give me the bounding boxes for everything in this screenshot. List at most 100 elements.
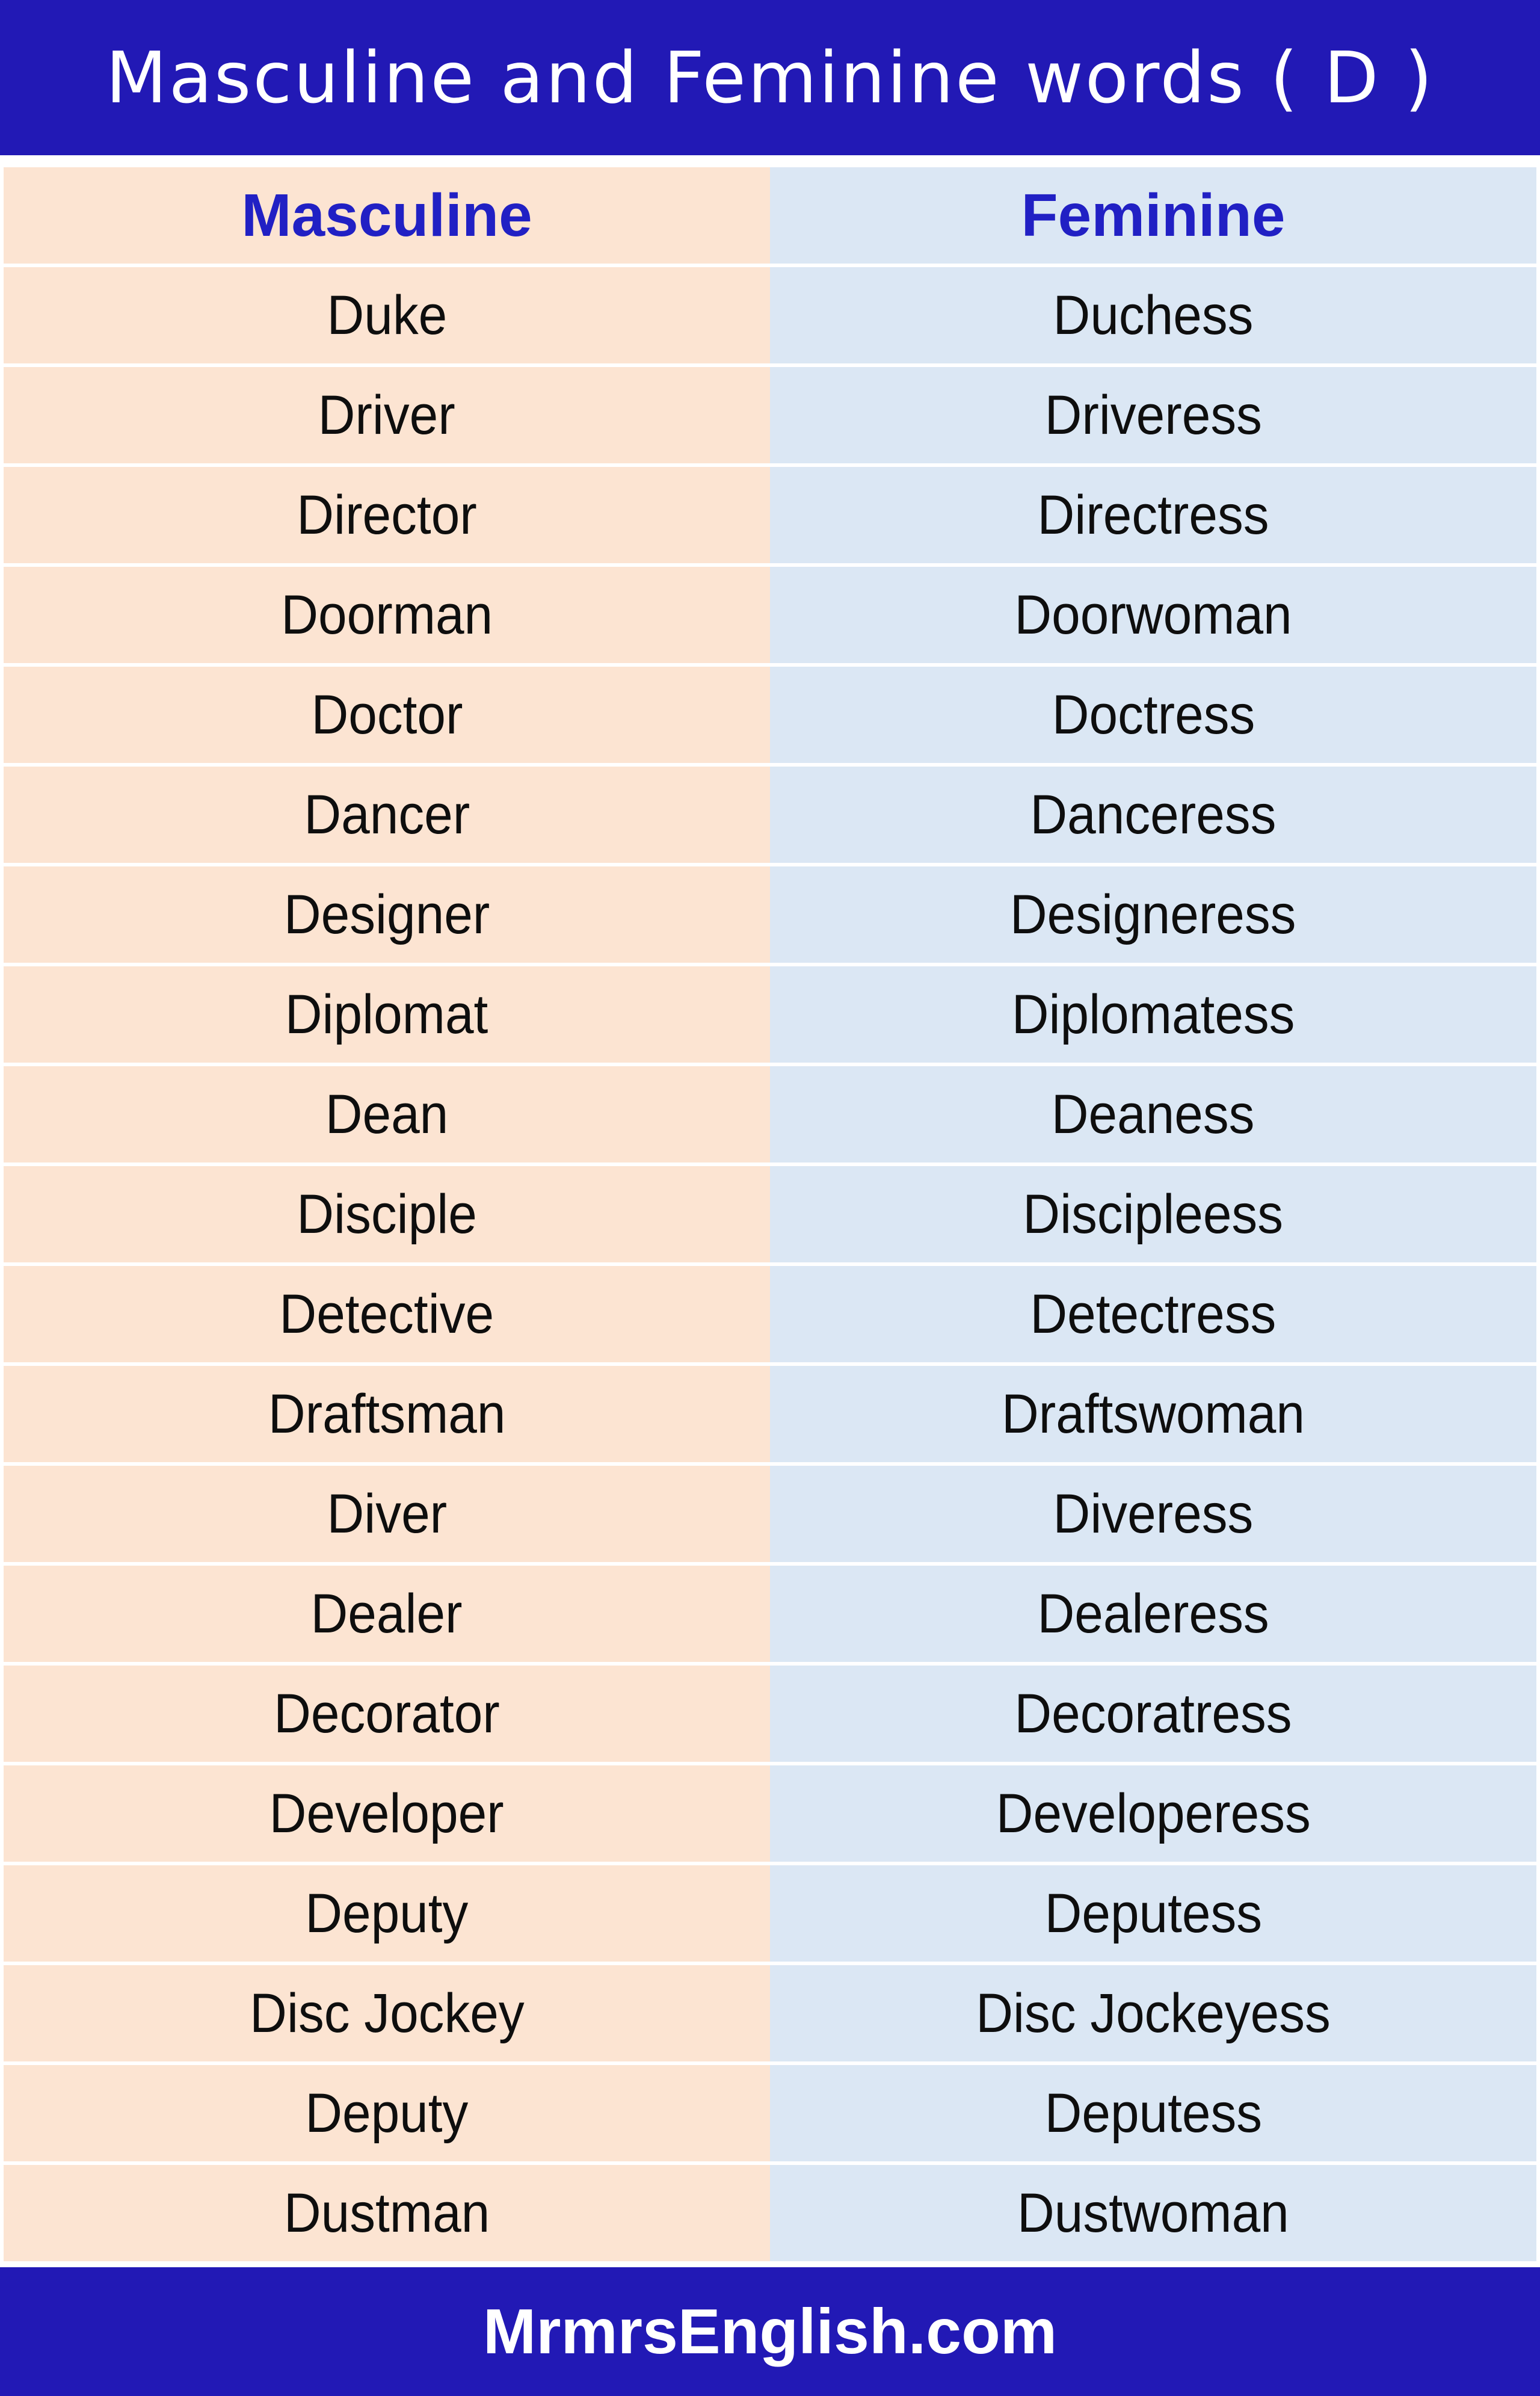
masculine-word: Diver	[327, 1483, 447, 1545]
feminine-word: Directress	[1037, 484, 1269, 546]
feminine-word: Deputess	[1044, 2082, 1262, 2144]
masculine-word-cell: Designer	[4, 866, 770, 963]
table-row: Diplomat Diplomatess	[4, 966, 1536, 1063]
masculine-word-cell: Dealer	[4, 1566, 770, 1662]
masculine-word: Director	[297, 484, 477, 546]
feminine-word-cell: Deputess	[770, 1865, 1536, 1962]
feminine-word-cell: Draftswoman	[770, 1366, 1536, 1462]
masculine-word-cell: Doorman	[4, 567, 770, 663]
table-row: Deputy Deputess	[4, 1865, 1536, 1962]
masculine-word: Developer	[269, 1782, 504, 1844]
masculine-word-cell: Developer	[4, 1765, 770, 1862]
feminine-header-cell: Feminine	[770, 167, 1536, 264]
masculine-column-header: Masculine	[241, 181, 532, 249]
feminine-word: Developeress	[996, 1782, 1311, 1844]
feminine-word: Deaness	[1052, 1083, 1255, 1145]
feminine-word: Designeress	[1010, 883, 1296, 945]
feminine-word: Detectress	[1030, 1283, 1277, 1345]
table-row: Deputy Deputess	[4, 2065, 1536, 2161]
masculine-word-cell: Deputy	[4, 2065, 770, 2161]
table-row: Doorman Doorwoman	[4, 567, 1536, 663]
masculine-word: Deputy	[305, 2082, 469, 2144]
table-header-row: Masculine Feminine	[4, 167, 1536, 264]
table-row: Decorator Decoratress	[4, 1666, 1536, 1762]
feminine-word-cell: Deaness	[770, 1066, 1536, 1162]
feminine-word-cell: Dustwoman	[770, 2165, 1536, 2261]
masculine-word: Doctor	[310, 684, 463, 746]
masculine-word: Dancer	[304, 783, 470, 845]
masculine-word-cell: Disciple	[4, 1166, 770, 1262]
table-row: Director Directress	[4, 467, 1536, 563]
table-row: Detective Detectress	[4, 1266, 1536, 1362]
feminine-word: Draftswoman	[1001, 1383, 1305, 1445]
masculine-word: Duke	[327, 284, 447, 346]
table-row: Developer Developeress	[4, 1765, 1536, 1862]
website-name: MrmrsEnglish.com	[482, 2296, 1058, 2367]
table-row: Disc Jockey Disc Jockeyess	[4, 1965, 1536, 2061]
masculine-word: Draftsman	[268, 1383, 506, 1445]
table-row: Designer Designeress	[4, 866, 1536, 963]
masculine-word-cell: Diplomat	[4, 966, 770, 1063]
masculine-word: Dustman	[283, 2182, 490, 2244]
feminine-word: Doorwoman	[1014, 584, 1292, 646]
feminine-word-cell: Danceress	[770, 767, 1536, 863]
feminine-word: Deputess	[1044, 1882, 1262, 1944]
feminine-word-cell: Developeress	[770, 1765, 1536, 1862]
feminine-column-header: Feminine	[1021, 181, 1286, 249]
feminine-word-cell: Diplomatess	[770, 966, 1536, 1063]
table-row: Dustman Dustwoman	[4, 2165, 1536, 2261]
masculine-word: Disciple	[297, 1183, 477, 1245]
feminine-word: Danceress	[1030, 783, 1277, 845]
masculine-header-cell: Masculine	[4, 167, 770, 264]
feminine-word-cell: Decoratress	[770, 1666, 1536, 1762]
title-banner: Masculine and Feminine words ( D )	[0, 0, 1540, 155]
words-table: Masculine Feminine Duke Duchess Driver Driv…	[4, 167, 1536, 2261]
feminine-word: Dealeress	[1037, 1582, 1269, 1644]
table-row: Disciple Discipleess	[4, 1166, 1536, 1262]
feminine-word-cell: Deputess	[770, 2065, 1536, 2161]
feminine-word-cell: Doctress	[770, 667, 1536, 763]
masculine-word: Dealer	[310, 1582, 463, 1644]
masculine-word-cell: Draftsman	[4, 1366, 770, 1462]
page-title: Masculine and Feminine words ( D )	[105, 36, 1435, 119]
masculine-word-cell: Diver	[4, 1466, 770, 1562]
feminine-word-cell: Diveress	[770, 1466, 1536, 1562]
masculine-word-cell: Driver	[4, 367, 770, 463]
feminine-word-cell: Detectress	[770, 1266, 1536, 1362]
feminine-word: Diplomatess	[1011, 983, 1295, 1045]
masculine-word: Disc Jockey	[249, 1982, 525, 2044]
feminine-word: Decoratress	[1014, 1682, 1292, 1744]
table-row: Dealer Dealeress	[4, 1566, 1536, 1662]
masculine-word-cell: Dean	[4, 1066, 770, 1162]
feminine-word-cell: Driveress	[770, 367, 1536, 463]
footer-banner: MrmrsEnglish.com	[0, 2267, 1540, 2396]
table-row: Diver Diveress	[4, 1466, 1536, 1562]
feminine-word: Disc Jockeyess	[976, 1982, 1331, 2044]
masculine-word-cell: Dustman	[4, 2165, 770, 2261]
masculine-word-cell: Doctor	[4, 667, 770, 763]
feminine-word-cell: Dealeress	[770, 1566, 1536, 1662]
masculine-word-cell: Duke	[4, 267, 770, 363]
feminine-word-cell: Doorwoman	[770, 567, 1536, 663]
masculine-word: Driver	[318, 384, 456, 446]
feminine-word: Diveress	[1053, 1483, 1254, 1545]
feminine-word: Discipleess	[1023, 1183, 1284, 1245]
masculine-word-cell: Deputy	[4, 1865, 770, 1962]
feminine-word: Doctress	[1052, 684, 1255, 746]
feminine-word-cell: Designeress	[770, 866, 1536, 963]
feminine-word-cell: Disc Jockeyess	[770, 1965, 1536, 2061]
feminine-word-cell: Duchess	[770, 267, 1536, 363]
feminine-word-cell: Directress	[770, 467, 1536, 563]
feminine-word: Duchess	[1053, 284, 1254, 346]
masculine-word: Dean	[325, 1083, 449, 1145]
masculine-word-cell: Director	[4, 467, 770, 563]
masculine-word: Diplomat	[285, 983, 488, 1045]
masculine-word-cell: Dancer	[4, 767, 770, 863]
table-row: Dean Deaness	[4, 1066, 1536, 1162]
masculine-word-cell: Decorator	[4, 1666, 770, 1762]
table-row: Dancer Danceress	[4, 767, 1536, 863]
table-row: Driver Driveress	[4, 367, 1536, 463]
masculine-word-cell: Disc Jockey	[4, 1965, 770, 2061]
masculine-word-cell: Detective	[4, 1266, 770, 1362]
